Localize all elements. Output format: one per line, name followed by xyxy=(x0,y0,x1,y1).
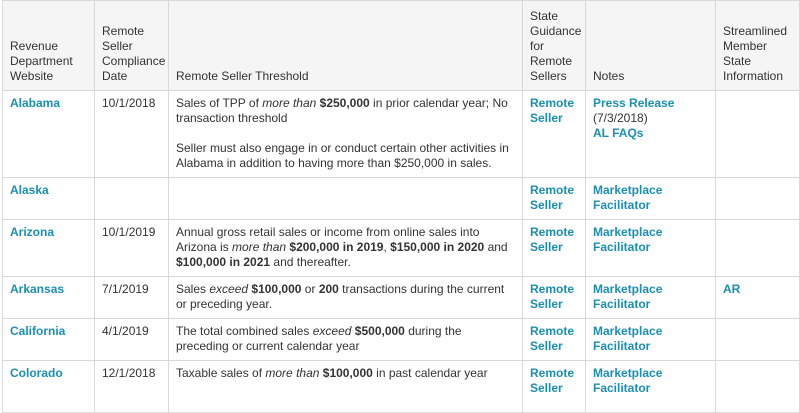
compliance-date-cell: 10/1/2019 xyxy=(94,219,169,277)
header-threshold: Remote Seller Threshold xyxy=(168,0,523,91)
state-link-arizona[interactable]: Arizona xyxy=(10,225,55,239)
state-cell: Colorado xyxy=(2,360,95,413)
table-row: Arkansas 7/1/2019 Sales exceed $100,000 … xyxy=(2,276,800,319)
notes-cell: Marketplace Facilitator xyxy=(585,360,716,413)
header-notes: Notes xyxy=(585,0,716,91)
marketplace-facilitator-link[interactable]: Marketplace Facilitator xyxy=(593,324,663,353)
threshold-text: Sales of TPP of more than $250,000 in pr… xyxy=(176,96,508,125)
notes-cell: Marketplace Facilitator xyxy=(585,177,716,220)
threshold-cell: Sales exceed $100,000 or 200 transaction… xyxy=(168,276,523,319)
notes-cell: Marketplace Facilitator xyxy=(585,318,716,361)
threshold-text: Taxable sales of more than $100,000 in p… xyxy=(176,366,488,380)
guidance-cell: Remote Seller xyxy=(522,177,586,220)
remote-seller-link[interactable]: Remote Seller xyxy=(530,183,575,212)
header-streamlined: Streamlined Member State Information xyxy=(715,0,800,91)
threshold-text: The total combined sales exceed $500,000… xyxy=(176,324,462,353)
threshold-cell: The total combined sales exceed $500,000… xyxy=(168,318,523,361)
state-cell: Arkansas xyxy=(2,276,95,319)
streamlined-ar-link[interactable]: AR xyxy=(723,282,741,296)
remote-seller-link[interactable]: Remote Seller xyxy=(530,225,575,254)
header-row: Revenue Department Website Remote Seller… xyxy=(2,0,800,91)
state-link-alaska[interactable]: Alaska xyxy=(10,183,49,197)
threshold-note: Seller must also engage in or conduct ce… xyxy=(176,141,509,170)
guidance-cell: Remote Seller xyxy=(522,318,586,361)
threshold-text: Annual gross retail sales or income from… xyxy=(176,225,508,269)
state-link-alabama[interactable]: Alabama xyxy=(10,96,61,110)
threshold-cell: Annual gross retail sales or income from… xyxy=(168,219,523,277)
streamlined-cell xyxy=(715,177,800,220)
table-row: Alaska Remote Seller Marketplace Facilitat… xyxy=(2,177,800,220)
header-website: Revenue Department Website xyxy=(2,0,95,91)
compliance-date-cell: 12/1/2018 xyxy=(94,360,169,413)
state-link-arkansas[interactable]: Arkansas xyxy=(10,282,65,296)
threshold-cell: Sales of TPP of more than $250,000 in pr… xyxy=(168,90,523,178)
state-cell: Arizona xyxy=(2,219,95,277)
threshold-cell xyxy=(168,177,523,220)
threshold-cell: Taxable sales of more than $100,000 in p… xyxy=(168,360,523,413)
streamlined-cell: AR xyxy=(715,276,800,319)
marketplace-facilitator-link[interactable]: Marketplace Facilitator xyxy=(593,183,663,212)
table-row: California 4/1/2019 The total combined s… xyxy=(2,318,800,361)
state-cell: Alaska xyxy=(2,177,95,220)
state-cell: California xyxy=(2,318,95,361)
table-row: Alabama 10/1/2018 Sales of TPP of more t… xyxy=(2,90,800,178)
al-faqs-link[interactable]: AL FAQs xyxy=(593,126,644,140)
remote-seller-link[interactable]: Remote Seller xyxy=(530,282,575,311)
notes-cell: Marketplace Facilitator xyxy=(585,219,716,277)
remote-seller-link[interactable]: Remote Seller xyxy=(530,96,575,125)
marketplace-facilitator-link[interactable]: Marketplace Facilitator xyxy=(593,225,663,254)
remote-seller-link[interactable]: Remote Seller xyxy=(530,366,575,395)
streamlined-cell xyxy=(715,318,800,361)
state-link-california[interactable]: California xyxy=(10,324,66,338)
table-row: Arizona 10/1/2019 Annual gross retail sa… xyxy=(2,219,800,277)
compliance-date-cell xyxy=(94,177,169,220)
table-row: Colorado 12/1/2018 Taxable sales of more… xyxy=(2,360,800,413)
compliance-date-cell: 4/1/2019 xyxy=(94,318,169,361)
notes-cell: Marketplace Facilitator xyxy=(585,276,716,319)
guidance-cell: Remote Seller xyxy=(522,276,586,319)
press-release-date: (7/3/2018) xyxy=(593,111,648,125)
guidance-cell: Remote Seller xyxy=(522,90,586,178)
streamlined-cell xyxy=(715,90,800,178)
streamlined-cell xyxy=(715,219,800,277)
threshold-text: Sales exceed $100,000 or 200 transaction… xyxy=(176,282,505,311)
header-compliance-date: Remote Seller Compliance Date xyxy=(94,0,169,91)
header-guidance: State Guidance for Remote Sellers xyxy=(522,0,586,91)
press-release-link[interactable]: Press Release xyxy=(593,96,675,110)
remote-seller-link[interactable]: Remote Seller xyxy=(530,324,575,353)
marketplace-facilitator-link[interactable]: Marketplace Facilitator xyxy=(593,282,663,311)
compliance-date-cell: 10/1/2018 xyxy=(94,90,169,178)
state-link-colorado[interactable]: Colorado xyxy=(10,366,63,380)
streamlined-cell xyxy=(715,360,800,413)
notes-cell: Press Release (7/3/2018) AL FAQs xyxy=(585,90,716,178)
compliance-date-cell: 7/1/2019 xyxy=(94,276,169,319)
state-cell: Alabama xyxy=(2,90,95,178)
guidance-cell: Remote Seller xyxy=(522,360,586,413)
marketplace-facilitator-link[interactable]: Marketplace Facilitator xyxy=(593,366,663,395)
guidance-cell: Remote Seller xyxy=(522,219,586,277)
